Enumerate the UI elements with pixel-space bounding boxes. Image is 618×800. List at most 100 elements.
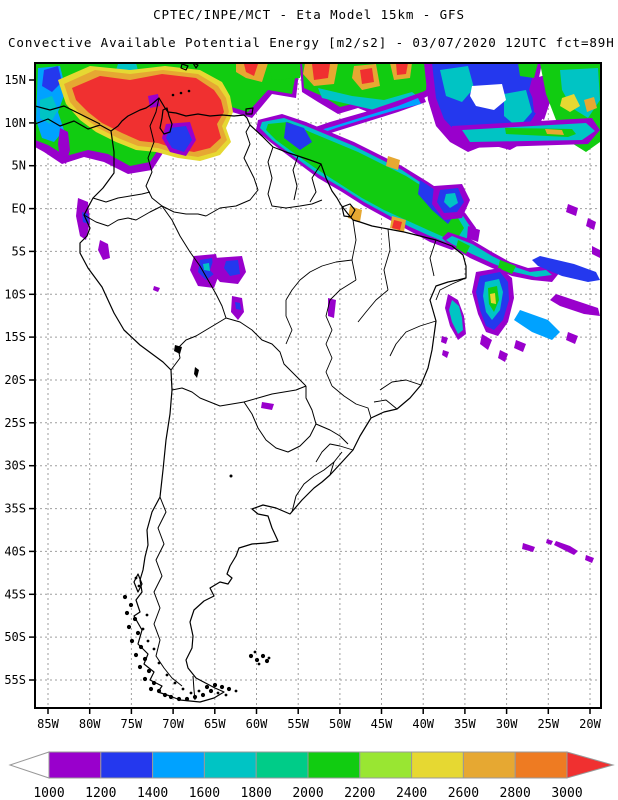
- colorbar-above-arrow: [566, 751, 615, 779]
- cape-region-1000: [498, 350, 508, 362]
- coastline: [159, 107, 173, 135]
- coastline: [35, 105, 101, 125]
- state-border: [285, 300, 293, 345]
- cape-region-2000: [498, 260, 516, 274]
- basemap-outlines: [35, 63, 467, 703]
- colorbar-segment: [255, 751, 309, 779]
- fjord-speckle: [267, 656, 271, 660]
- fjord-speckle: [204, 684, 210, 690]
- fjord-speckle: [212, 682, 218, 688]
- state-border: [325, 279, 357, 387]
- fjord-speckle: [137, 584, 141, 588]
- colorbar-label: 2400: [396, 786, 427, 800]
- colorbar-segment: [514, 751, 568, 779]
- cape-region-1000: [566, 204, 578, 216]
- coastline: [133, 573, 143, 593]
- cape-region-1400: [300, 98, 421, 139]
- state-border: [285, 259, 353, 301]
- fjord-speckle: [162, 692, 168, 698]
- lat-label: 55S: [4, 673, 26, 687]
- fjord-speckle: [216, 691, 220, 695]
- lon-label: 80W: [79, 717, 101, 731]
- colorbar-label: 1000: [33, 786, 64, 800]
- fjord-speckle: [128, 602, 134, 608]
- cape-region-1200: [166, 126, 192, 152]
- country-border: [225, 317, 307, 387]
- cape-region-1000: [58, 128, 70, 164]
- fjord-speckle: [156, 688, 162, 694]
- colorbar-label: 2800: [500, 786, 531, 800]
- state-border: [357, 289, 389, 323]
- cape-region-hole: [470, 84, 506, 110]
- cape-region-3000: [244, 64, 258, 76]
- country-border: [170, 317, 227, 371]
- lon-label: 40W: [412, 717, 434, 731]
- colorbar-segment: [359, 751, 413, 779]
- lat-label: 35S: [4, 502, 26, 516]
- cape-region-1000: [585, 555, 594, 563]
- lake: [194, 367, 199, 378]
- cape-region-1200: [284, 122, 312, 150]
- fjord-speckle: [226, 686, 232, 692]
- fjord-speckle: [133, 652, 139, 658]
- colorbar-label: 1600: [189, 786, 220, 800]
- cape-region-1200: [235, 302, 241, 310]
- fjord-speckle: [176, 696, 182, 702]
- colorbar-label: 1200: [85, 786, 116, 800]
- cape-region-2000: [456, 240, 470, 254]
- colorbar-label: 2000: [292, 786, 323, 800]
- cape-region-1000: [480, 334, 492, 350]
- lat-label: 15S: [4, 330, 26, 344]
- lon-label: 60W: [246, 717, 268, 731]
- fjord-speckle: [146, 639, 150, 643]
- fjord-speckle: [138, 644, 144, 650]
- cape-region-2400: [490, 293, 496, 304]
- cape-region-1000: [441, 336, 448, 344]
- fjord-speckle: [189, 691, 193, 695]
- cape-region-1600: [440, 66, 474, 102]
- variable-title: Convective Available Potential Energy [m…: [8, 35, 615, 50]
- fjord-speckle: [165, 673, 169, 677]
- fjord-speckle: [122, 594, 128, 600]
- cape-region-1600: [444, 193, 458, 208]
- cape-region-3000: [396, 63, 408, 75]
- colorbar-legend: 1000 1200 1400 1600 1800 2000 2200 2400 2600 2800…: [8, 751, 615, 800]
- lon-label: 30W: [496, 717, 518, 731]
- cape-region-2000: [518, 63, 538, 78]
- cape-region-2600: [386, 156, 400, 170]
- country-border: [292, 155, 299, 201]
- colorbar-segment: [48, 751, 102, 779]
- island-dot: [179, 91, 183, 95]
- island-dot: [229, 474, 233, 478]
- country-border: [243, 386, 317, 453]
- cape-region-1000: [522, 543, 535, 552]
- fjord-speckle: [124, 610, 130, 616]
- axis-labels: 15N 10N 5N EQ 5S 10S 15S 20S 25S 30S 35S 40S 45S 50S 5…: [4, 73, 601, 731]
- lon-label: 25W: [537, 717, 559, 731]
- country-border: [153, 496, 183, 687]
- lat-label: 25S: [4, 416, 26, 430]
- coastline: [79, 130, 181, 701]
- fjord-speckle: [148, 686, 154, 692]
- state-border: [389, 320, 437, 357]
- colorbar-label: 1400: [137, 786, 168, 800]
- cape-region-1000: [592, 246, 600, 258]
- colorbar-label: 3000: [551, 786, 582, 800]
- lon-label: 50W: [329, 717, 351, 731]
- lat-label: 45S: [4, 587, 26, 601]
- cape-region-1000: [514, 340, 526, 352]
- country-border: [315, 423, 349, 445]
- model-title: CPTEC/INPE/MCT - Eta Model 15km - GFS: [153, 7, 465, 22]
- lon-label: 35W: [454, 717, 476, 731]
- cape-region-1200: [42, 66, 62, 92]
- country-border: [161, 205, 227, 319]
- lat-label: 50S: [4, 630, 26, 644]
- cape-region-1200: [532, 256, 600, 282]
- fjord-speckle: [254, 657, 260, 663]
- state-border: [429, 239, 437, 277]
- coastline: [245, 107, 254, 115]
- map-border: [34, 62, 602, 709]
- fjord-speckle: [152, 647, 156, 651]
- cape-region-1600: [449, 300, 463, 334]
